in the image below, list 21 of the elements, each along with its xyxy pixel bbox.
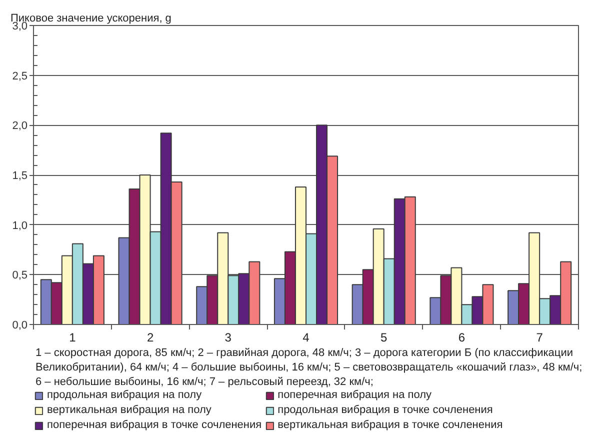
text: 1 – скоростная дорога, 85 км/ч; 2 – гравийная дорога, 48 км/ч; 3 – дорога категории Б (по классификации Великобритании), 64 км/ч; 4 – большие выбоины, 16 км/ч; 5 – световозвращатель «кошачий глаз», 48 км/ч; 6 – небольшие выбоины, 16 км/ч; 7 – рельсовый переезд, 32 км/ч; bbox=[36, 347, 582, 388]
y-tick-label: 0,5 bbox=[12, 270, 28, 282]
x-tick-label: 7 bbox=[536, 330, 544, 344]
x-tick-label: 5 bbox=[380, 330, 388, 344]
y-tick-label: 0,0 bbox=[12, 320, 28, 332]
legend-label: вертикальная вибрация на полу bbox=[47, 404, 212, 416]
x-tick-label: 2 bbox=[146, 330, 154, 344]
y-tick-label: 3,0 bbox=[12, 20, 28, 32]
legend-label: продольная вибрация на полу bbox=[47, 389, 202, 401]
x-tick-label: 4 bbox=[302, 330, 310, 344]
legend-label: поперечная вибрация в точке сочленения bbox=[47, 419, 262, 431]
x-tick-label: 3 bbox=[224, 330, 232, 344]
x-tick-label: 6 bbox=[458, 330, 466, 344]
y-tick-label: 2,5 bbox=[12, 70, 28, 82]
legend-label: поперечная вибрация на полу bbox=[278, 389, 432, 401]
x-tick-label: 1 bbox=[69, 330, 76, 344]
y-tick-label: 2,0 bbox=[12, 120, 28, 132]
y-tick-label: 1,0 bbox=[12, 220, 28, 232]
legend-label: вертикальная вибрация в точке сочленения bbox=[278, 419, 503, 431]
legend-label: продольная вибрация в точке сочленения bbox=[278, 404, 493, 416]
y-tick-label: 1,5 bbox=[12, 170, 28, 182]
